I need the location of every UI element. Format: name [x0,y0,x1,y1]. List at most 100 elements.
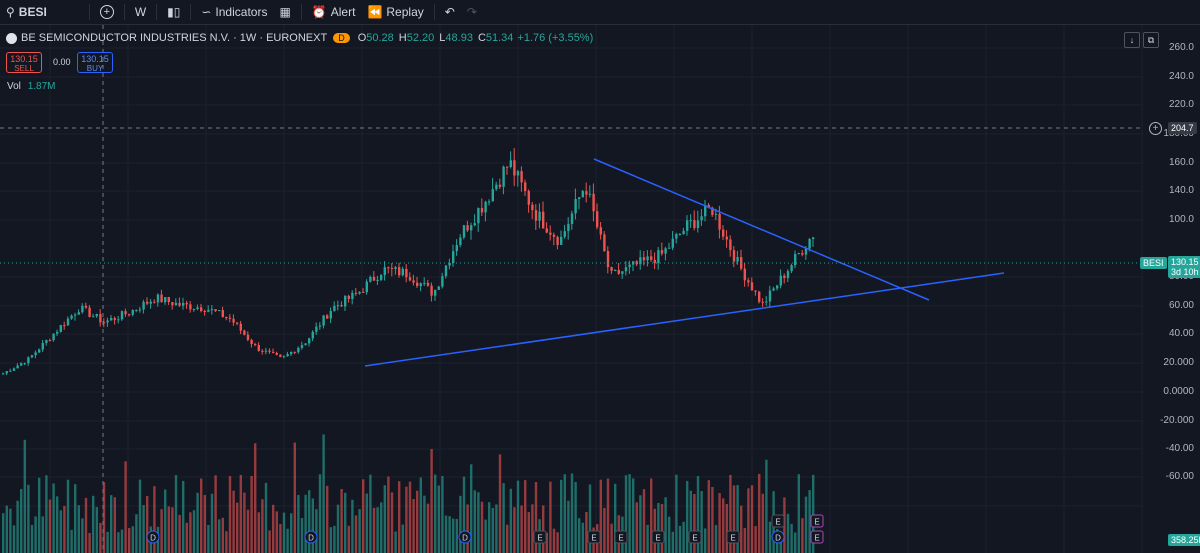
candle-body [275,352,278,355]
buy-button[interactable]: 130.15 BUY [77,52,113,73]
volume-bar [704,528,707,553]
earnings-marker[interactable]: E [533,530,547,544]
volume-bar [603,507,606,553]
volume-bar [801,518,804,553]
volume-bar [552,528,556,553]
earnings-marker[interactable]: E [688,530,702,544]
volume-bar [729,474,732,553]
candle-body [182,302,185,306]
volume-bar [16,500,19,553]
earnings-marker[interactable]: E [614,530,628,544]
candle-body [556,236,559,245]
chart-type-button[interactable]: ▮▯ [161,0,186,24]
volume-bar [56,496,59,553]
volume-bar [394,531,397,553]
candle-body [412,280,415,283]
earnings-marker[interactable]: E [651,530,665,544]
compare-button[interactable]: + [94,0,120,24]
candle-body [527,191,530,205]
dividend-marker[interactable]: D [146,530,160,544]
volume-bar [336,504,340,553]
earnings-marker[interactable]: E [726,530,740,544]
candle-body [693,220,696,229]
earnings-marker[interactable]: E [810,514,824,528]
resistance-trendline[interactable] [593,158,930,301]
candle-body [495,184,498,190]
volume-bar [732,485,736,553]
fullscreen-icon[interactable]: ⧉ [1143,32,1159,48]
candle-body [732,250,736,262]
replay-button[interactable]: ⏪ Replay [361,0,429,24]
redo-button[interactable]: ↷ [461,0,483,24]
volume-bar [264,482,268,553]
volume-bar [12,525,16,553]
undo-button[interactable]: ↶ [439,0,461,24]
add-alert-icon[interactable]: + [1149,122,1162,135]
dividend-marker[interactable]: D [304,530,318,544]
arrow-down-icon[interactable]: ↓ [1124,32,1140,48]
candle-body [66,318,70,326]
volume-bar [657,502,660,553]
volume-bar [650,478,653,553]
dividend-marker[interactable]: D [458,530,472,544]
volume-bar [135,514,138,553]
candle-body [351,292,354,299]
volume-bar [671,531,674,553]
volume-bar [182,480,185,553]
candle-body [470,225,473,231]
volume-bar [459,495,462,553]
candle-body [405,268,408,278]
candle-body [567,224,570,232]
volume-bar [326,485,329,553]
candle-body [423,282,426,284]
candle-body [380,275,383,280]
volume-bar [243,492,246,553]
volume-bar [495,504,498,553]
volume-bar [520,505,523,553]
symbol-search[interactable]: ⚲ BESI [0,0,53,24]
volume-bar [153,486,156,553]
crosshair-price-label: 204.7 [1168,122,1197,134]
symbol-logo-icon [6,32,17,44]
volume-bar [38,477,41,553]
candle-body [714,213,718,215]
svg-text:E: E [591,534,596,543]
candle-body [160,294,163,303]
candle-body [300,345,304,348]
volume-bar [383,485,386,553]
interval-button[interactable]: W [129,0,152,24]
volume-bar [225,531,228,553]
sell-price: 130.15 [10,54,38,64]
high-label: H [398,32,407,44]
volume-bar [354,515,358,553]
earnings-marker[interactable]: E [587,530,601,544]
layout-button[interactable]: ▦ [273,0,296,24]
candle-body [624,267,628,272]
candle-body [603,234,606,252]
top-toolbar: ⚲ BESI + W ▮▯ ∽ Indicators ▦ ⏰ Alert ⏪ R… [0,0,1200,25]
candle-body [372,276,376,281]
candle-body [45,340,48,343]
candle-body [524,182,527,192]
volume-bar [164,489,167,553]
candle-body [441,276,444,287]
volume-bar [506,524,509,553]
candle-body [452,251,455,264]
support-trendline[interactable] [364,272,1005,367]
indicators-button[interactable]: ∽ Indicators [195,0,273,24]
dividend-marker[interactable]: D [771,530,785,544]
volume-bar [542,505,545,553]
earnings-marker[interactable]: E [810,530,824,544]
candle-body [668,247,671,249]
candle-body [390,267,394,270]
earnings-marker[interactable]: E [771,514,785,528]
candle-body [236,322,239,324]
alert-button[interactable]: ⏰ Alert [306,0,362,24]
volume-bar [560,479,563,553]
volume-bar [160,509,163,553]
volume-bar [210,493,214,553]
sell-button[interactable]: 130.15 SELL [6,52,42,73]
volume-bar [639,495,642,553]
candle-body [20,363,23,366]
